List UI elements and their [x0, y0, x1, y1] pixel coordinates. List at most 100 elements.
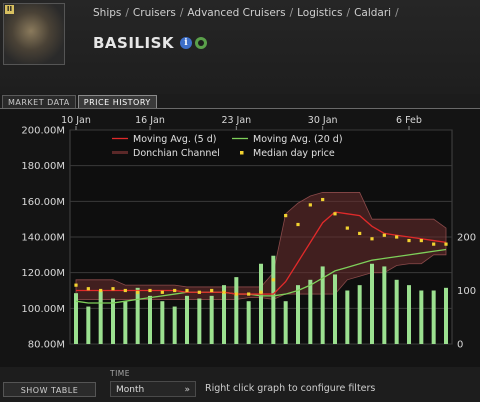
- volume-bar: [259, 263, 263, 344]
- volume-bar: [185, 295, 189, 344]
- volume-bar: [407, 285, 411, 344]
- legend-swatch-median: [240, 151, 244, 155]
- breadcrumb-item[interactable]: Cruisers: [132, 7, 176, 19]
- y-tick-label: 180.00M: [21, 161, 65, 172]
- median-price-point: [160, 290, 164, 294]
- median-price-point: [185, 288, 189, 293]
- volume-bar: [74, 293, 78, 344]
- volume-bar: [98, 290, 103, 344]
- volume-bar: [86, 306, 91, 344]
- median-price-point: [222, 290, 226, 294]
- median-price-point: [370, 237, 374, 241]
- volume-bar: [382, 266, 387, 344]
- y-tick-label: 100.00M: [21, 304, 65, 315]
- volume-bar: [234, 277, 239, 344]
- volume-tick-label: 0: [457, 340, 463, 351]
- volume-bar: [320, 266, 325, 344]
- chevron-down-icon: »: [184, 385, 190, 395]
- breadcrumb: Ships / Cruisers / Advanced Cruisers / Logisti…: [93, 7, 403, 19]
- ma5-line: [76, 211, 447, 295]
- volume-tick-label: 100: [457, 286, 476, 297]
- time-dropdown[interactable]: Month »: [110, 381, 196, 397]
- median-price-point: [173, 288, 177, 293]
- median-price-point: [358, 231, 362, 236]
- median-price-point: [345, 226, 349, 230]
- price-history-chart-area[interactable]: 200.00M 180.00M 160.00M 140.00M 120.00M 100.0…: [0, 109, 480, 371]
- breadcrumb-item[interactable]: Logistics: [297, 7, 343, 19]
- volume-bar: [283, 301, 288, 344]
- breadcrumb-item[interactable]: Advanced Cruisers: [187, 7, 286, 19]
- time-dropdown-value: Month: [116, 385, 145, 395]
- volume-bar: [370, 263, 374, 344]
- item-header: II Ships / Cruisers / Advanced Cruisers / Logi…: [0, 0, 480, 94]
- volume-bar: [160, 301, 165, 344]
- median-price-point: [333, 212, 337, 216]
- show-table-button[interactable]: SHOW TABLE: [3, 382, 96, 397]
- median-price-point: [123, 288, 127, 293]
- legend-label: Donchian Channel: [133, 148, 220, 159]
- median-price-point: [148, 288, 152, 293]
- median-price-point: [197, 290, 201, 294]
- info-icon[interactable]: i: [180, 37, 192, 49]
- median-price-point: [382, 233, 386, 237]
- volume-bar: [172, 306, 177, 344]
- breadcrumb-separator: /: [289, 7, 294, 19]
- legend-label: Median day price: [253, 148, 335, 159]
- volume-bar: [444, 287, 448, 344]
- volume-bar: [431, 290, 436, 344]
- median-price-point: [259, 290, 263, 294]
- tab-divider: [0, 108, 480, 109]
- ship-thumbnail[interactable]: II: [3, 3, 65, 65]
- price-history-chart[interactable]: 200.00M 180.00M 160.00M 140.00M 120.00M 100.0…: [0, 109, 480, 371]
- median-price-point: [444, 242, 448, 246]
- ma20-line: [75, 248, 447, 304]
- volume-bar: [357, 285, 362, 344]
- breadcrumb-item[interactable]: Caldari: [354, 7, 392, 19]
- median-price-point: [308, 203, 312, 207]
- breadcrumb-separator: /: [346, 7, 351, 19]
- volume-bar: [296, 285, 300, 344]
- tab-market-data[interactable]: MARKET DATA: [2, 95, 76, 109]
- y-tick-label: 140.00M: [21, 233, 65, 244]
- median-price-point: [271, 278, 275, 282]
- volume-bar: [271, 255, 276, 344]
- x-tick-label: 23 Jan: [221, 115, 251, 126]
- tab-bar: MARKET DATA PRICE HISTORY: [2, 95, 159, 109]
- item-title: BASILISK: [93, 34, 174, 52]
- volume-bar: [419, 290, 424, 344]
- median-price-point: [111, 287, 115, 291]
- volume-tick-label: 200: [457, 233, 476, 244]
- donchian-channel-band: [75, 192, 447, 300]
- y-tick-label: 120.00M: [21, 268, 65, 279]
- time-label: TIME: [110, 369, 131, 378]
- volume-bar: [222, 285, 226, 344]
- view-icon[interactable]: [195, 37, 207, 49]
- breadcrumb-separator: /: [395, 7, 399, 19]
- title-row: BASILISK i: [93, 34, 207, 52]
- volume-bar: [123, 301, 128, 344]
- median-price-point: [86, 287, 90, 291]
- median-price-point: [136, 290, 140, 294]
- y-tick-label: 160.00M: [21, 197, 65, 208]
- volume-bar: [135, 287, 140, 344]
- median-price-point: [284, 214, 288, 218]
- median-price-point: [432, 242, 436, 246]
- median-price-point: [419, 238, 423, 243]
- median-price-point: [99, 288, 103, 293]
- legend-label: Moving Avg. (20 d): [253, 134, 343, 145]
- tab-price-history[interactable]: PRICE HISTORY: [77, 95, 157, 109]
- volume-bar: [209, 295, 214, 344]
- chart-hint-text: Right click graph to configure filters: [205, 383, 376, 394]
- tech-level-badge: II: [5, 5, 14, 14]
- median-price-point: [407, 238, 411, 243]
- x-tick-label: 6 Feb: [396, 115, 422, 126]
- median-price-point: [321, 197, 325, 202]
- breadcrumb-item[interactable]: Ships: [93, 7, 122, 19]
- breadcrumb-separator: /: [179, 7, 184, 19]
- median-price-point: [395, 235, 399, 239]
- breadcrumb-separator: /: [125, 7, 129, 19]
- median-price-point: [234, 292, 238, 296]
- volume-bar: [111, 298, 115, 344]
- median-price-point: [210, 288, 214, 293]
- legend-label: Moving Avg. (5 d): [133, 134, 216, 145]
